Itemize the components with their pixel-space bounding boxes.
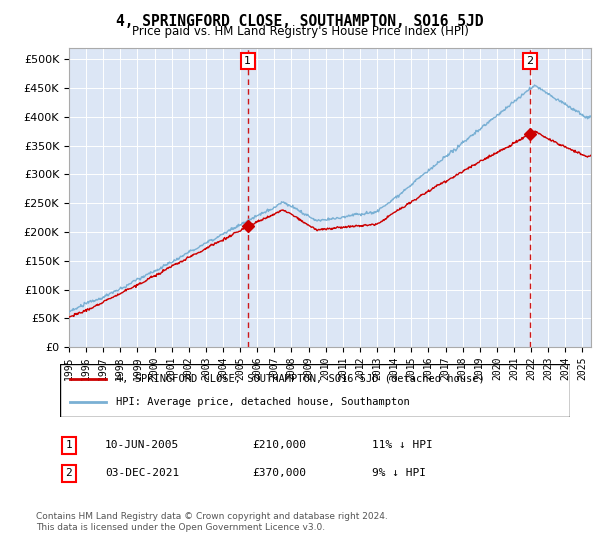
- Text: £370,000: £370,000: [252, 468, 306, 478]
- Text: 4, SPRINGFORD CLOSE, SOUTHAMPTON, SO16 5JD (detached house): 4, SPRINGFORD CLOSE, SOUTHAMPTON, SO16 5…: [116, 374, 485, 384]
- Text: 2: 2: [526, 56, 533, 66]
- Text: 1: 1: [244, 56, 251, 66]
- Text: £210,000: £210,000: [252, 440, 306, 450]
- Text: 10-JUN-2005: 10-JUN-2005: [105, 440, 179, 450]
- Text: 4, SPRINGFORD CLOSE, SOUTHAMPTON, SO16 5JD: 4, SPRINGFORD CLOSE, SOUTHAMPTON, SO16 5…: [116, 14, 484, 29]
- Text: 9% ↓ HPI: 9% ↓ HPI: [372, 468, 426, 478]
- Text: 11% ↓ HPI: 11% ↓ HPI: [372, 440, 433, 450]
- Text: Price paid vs. HM Land Registry's House Price Index (HPI): Price paid vs. HM Land Registry's House …: [131, 25, 469, 38]
- Text: 2: 2: [65, 468, 73, 478]
- Text: 1: 1: [65, 440, 73, 450]
- Text: HPI: Average price, detached house, Southampton: HPI: Average price, detached house, Sout…: [116, 397, 410, 407]
- Text: 03-DEC-2021: 03-DEC-2021: [105, 468, 179, 478]
- Text: Contains HM Land Registry data © Crown copyright and database right 2024.
This d: Contains HM Land Registry data © Crown c…: [36, 512, 388, 532]
